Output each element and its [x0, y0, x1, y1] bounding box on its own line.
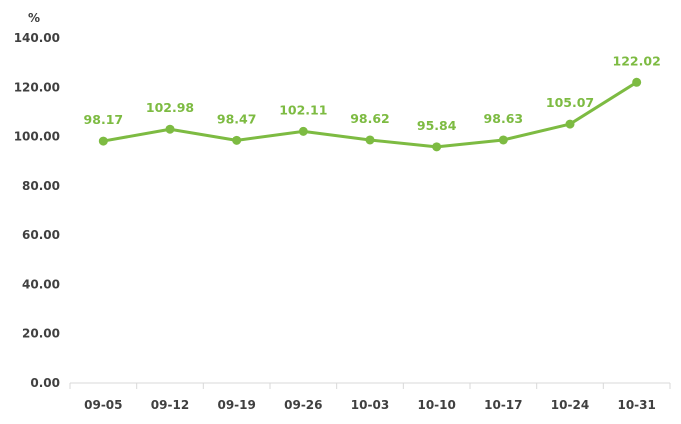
- data-point: [98, 136, 108, 146]
- x-tick-label: 09-26: [284, 398, 322, 412]
- data-label: 98.17: [84, 112, 124, 127]
- x-tick-label: 10-10: [417, 398, 455, 412]
- x-tick-label: 09-05: [84, 398, 122, 412]
- data-label: 102.98: [146, 100, 194, 115]
- data-point: [565, 119, 575, 129]
- data-label: 98.62: [350, 111, 390, 126]
- series-layer: 98.17 102.98 98.47 102.11 98.62 95.84 98.63 105…: [84, 53, 661, 152]
- data-point: [365, 135, 375, 145]
- y-axis-unit-label: %: [28, 11, 40, 25]
- data-label: 98.47: [217, 111, 257, 126]
- data-label: 102.11: [279, 102, 327, 117]
- y-tick-label: 40.00: [22, 277, 60, 291]
- data-point: [432, 142, 442, 152]
- x-tick-label: 10-31: [617, 398, 655, 412]
- data-point: [165, 124, 175, 134]
- data-point: [232, 135, 242, 145]
- x-tick-label: 09-19: [217, 398, 255, 412]
- data-label: 95.84: [417, 118, 457, 133]
- x-tick-label: 10-03: [351, 398, 389, 412]
- x-axis: 09-05 09-12 09-19 09-26 10-03 10-10 10-17 10-24…: [69, 382, 671, 412]
- y-tick-label: 20.00: [22, 327, 60, 341]
- data-point: [298, 126, 308, 136]
- x-tick-label: 10-17: [484, 398, 522, 412]
- y-axis-ticks: 0.00 20.00 40.00 60.00 80.00 100.00 120.00 140.…: [14, 31, 60, 390]
- y-tick-label: 80.00: [22, 179, 60, 193]
- y-tick-label: 120.00: [14, 80, 60, 94]
- y-tick-label: 60.00: [22, 228, 60, 242]
- data-point: [632, 77, 642, 87]
- x-tick-label: 09-12: [151, 398, 189, 412]
- data-label: 122.02: [613, 53, 661, 68]
- data-label: 98.63: [484, 111, 524, 126]
- data-point: [498, 135, 508, 145]
- y-tick-label: 100.00: [14, 130, 60, 144]
- data-label: 105.07: [546, 95, 594, 110]
- y-tick-label: 140.00: [14, 31, 60, 45]
- x-tick-label: 10-24: [551, 398, 589, 412]
- y-tick-label: 0.00: [30, 376, 60, 390]
